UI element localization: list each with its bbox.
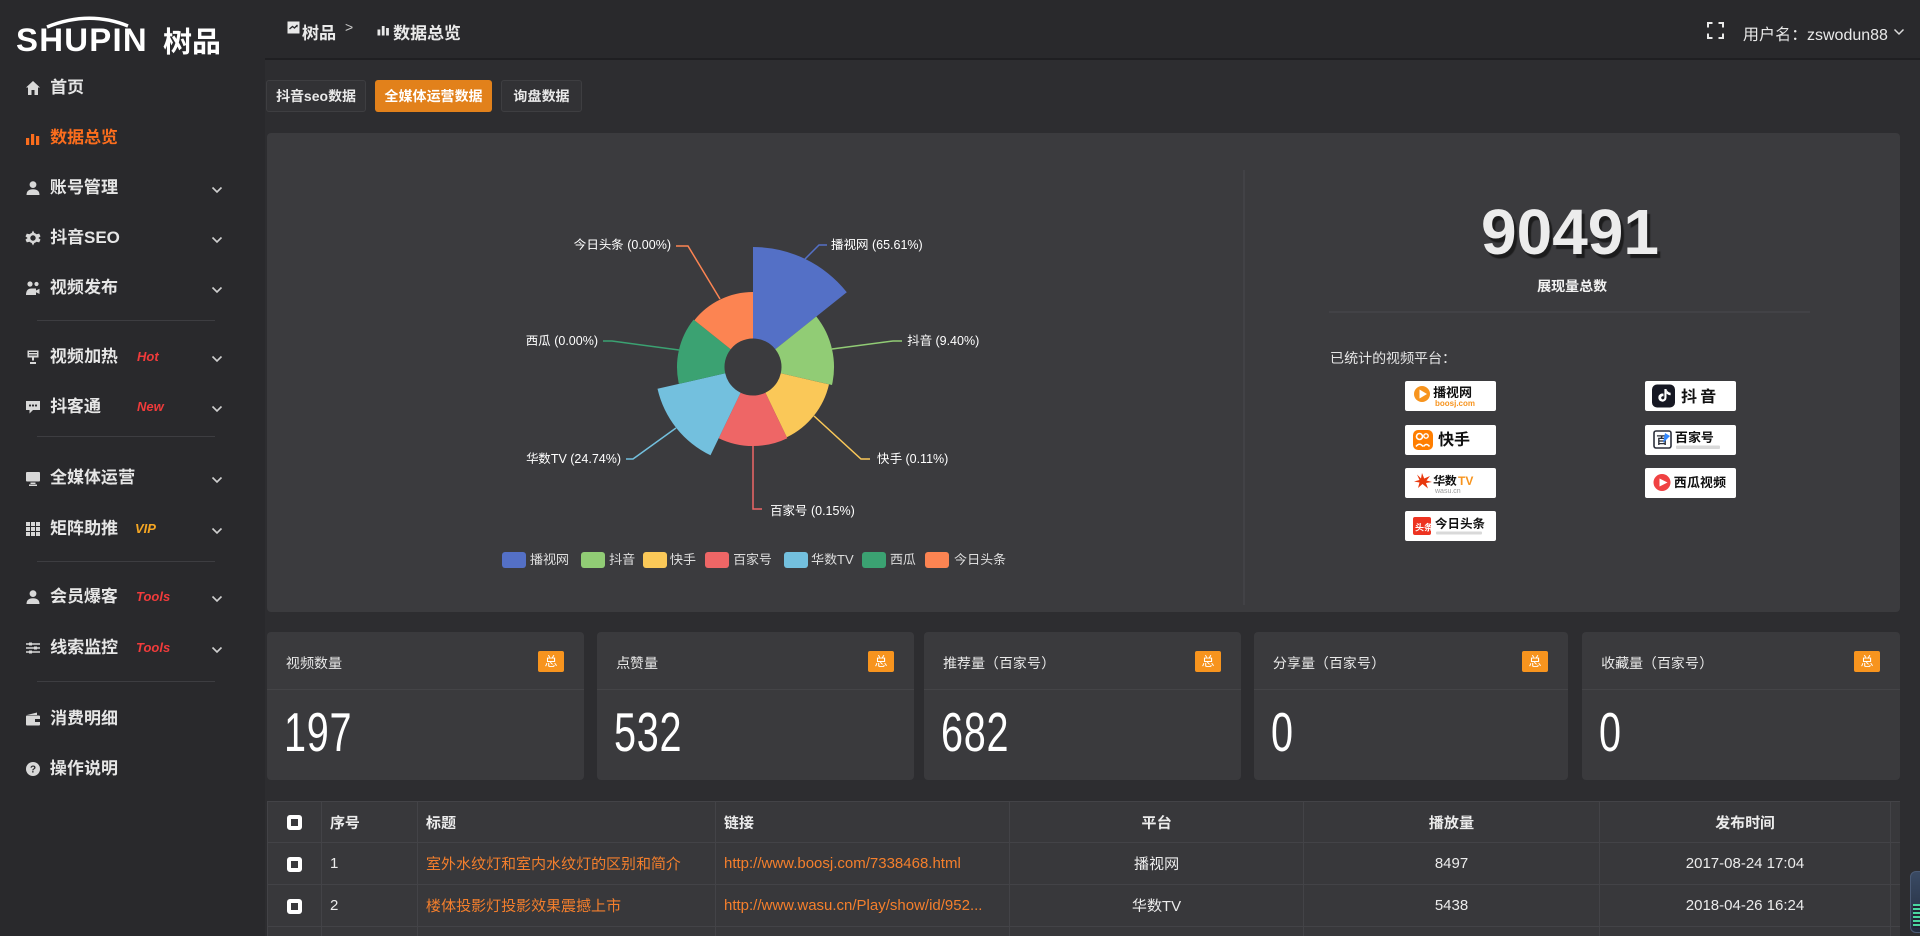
svg-text:西瓜 (0.00%): 西瓜 (0.00%) xyxy=(526,334,598,348)
svg-text:今日头条: 今日头条 xyxy=(954,552,1006,567)
svg-text:百家号: 百家号 xyxy=(733,552,772,567)
svg-text:SHUPIN: SHUPIN xyxy=(16,22,148,57)
svg-text:播视网: 播视网 xyxy=(1433,385,1472,400)
svg-text:百: 百 xyxy=(1657,435,1668,447)
svg-text:百家号: 百家号 xyxy=(1675,430,1714,445)
svg-text:今日头条: 今日头条 xyxy=(1435,517,1486,531)
svg-text:西瓜视频: 西瓜视频 xyxy=(1674,475,1726,490)
svg-text:今日头条 (0.00%): 今日头条 (0.00%) xyxy=(574,238,671,252)
svg-text:抖音 (9.40%): 抖音 (9.40%) xyxy=(907,334,979,348)
svg-text:抖音: 抖音 xyxy=(609,552,635,567)
svg-text:抖音: 抖音 xyxy=(1681,388,1719,406)
svg-text:播视网 (65.61%): 播视网 (65.61%) xyxy=(831,238,923,252)
svg-text:华数: 华数 xyxy=(1433,474,1457,488)
svg-text:播视网: 播视网 xyxy=(530,552,569,567)
svg-text:boosj.com: boosj.com xyxy=(1435,399,1475,408)
svg-text:华数TV: 华数TV xyxy=(811,552,854,567)
svg-text:头条: 头条 xyxy=(1415,523,1433,533)
svg-text:快手: 快手 xyxy=(670,552,696,567)
svg-text:快手: 快手 xyxy=(1437,431,1470,449)
svg-text:树品: 树品 xyxy=(163,19,221,58)
svg-text:西瓜: 西瓜 xyxy=(890,552,916,567)
svg-text:华数TV (24.74%): 华数TV (24.74%) xyxy=(526,452,621,466)
svg-text:百家号 (0.15%): 百家号 (0.15%) xyxy=(770,504,855,518)
svg-text:TV: TV xyxy=(1458,474,1473,488)
svg-text:?: ? xyxy=(30,765,36,776)
svg-text:快手 (0.11%): 快手 (0.11%) xyxy=(877,452,948,466)
svg-text:wasu.cn: wasu.cn xyxy=(1434,488,1461,495)
